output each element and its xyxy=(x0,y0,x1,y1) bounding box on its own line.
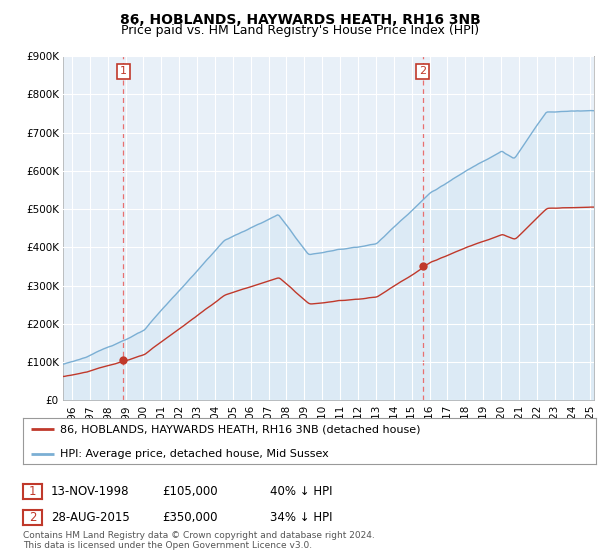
Text: 86, HOBLANDS, HAYWARDS HEATH, RH16 3NB (detached house): 86, HOBLANDS, HAYWARDS HEATH, RH16 3NB (… xyxy=(60,424,421,434)
Text: 28-AUG-2015: 28-AUG-2015 xyxy=(51,511,130,524)
Text: 13-NOV-1998: 13-NOV-1998 xyxy=(51,485,130,498)
Text: £105,000: £105,000 xyxy=(162,485,218,498)
Text: £350,000: £350,000 xyxy=(162,511,218,524)
Text: 40% ↓ HPI: 40% ↓ HPI xyxy=(270,485,332,498)
Text: 34% ↓ HPI: 34% ↓ HPI xyxy=(270,511,332,524)
Text: Price paid vs. HM Land Registry's House Price Index (HPI): Price paid vs. HM Land Registry's House … xyxy=(121,24,479,37)
Text: 1: 1 xyxy=(120,67,127,77)
Text: HPI: Average price, detached house, Mid Sussex: HPI: Average price, detached house, Mid … xyxy=(60,449,329,459)
Text: Contains HM Land Registry data © Crown copyright and database right 2024.
This d: Contains HM Land Registry data © Crown c… xyxy=(23,530,374,550)
Text: 2: 2 xyxy=(419,67,426,77)
Text: 1: 1 xyxy=(29,485,36,498)
Text: 86, HOBLANDS, HAYWARDS HEATH, RH16 3NB: 86, HOBLANDS, HAYWARDS HEATH, RH16 3NB xyxy=(119,13,481,27)
Text: 2: 2 xyxy=(29,511,36,524)
